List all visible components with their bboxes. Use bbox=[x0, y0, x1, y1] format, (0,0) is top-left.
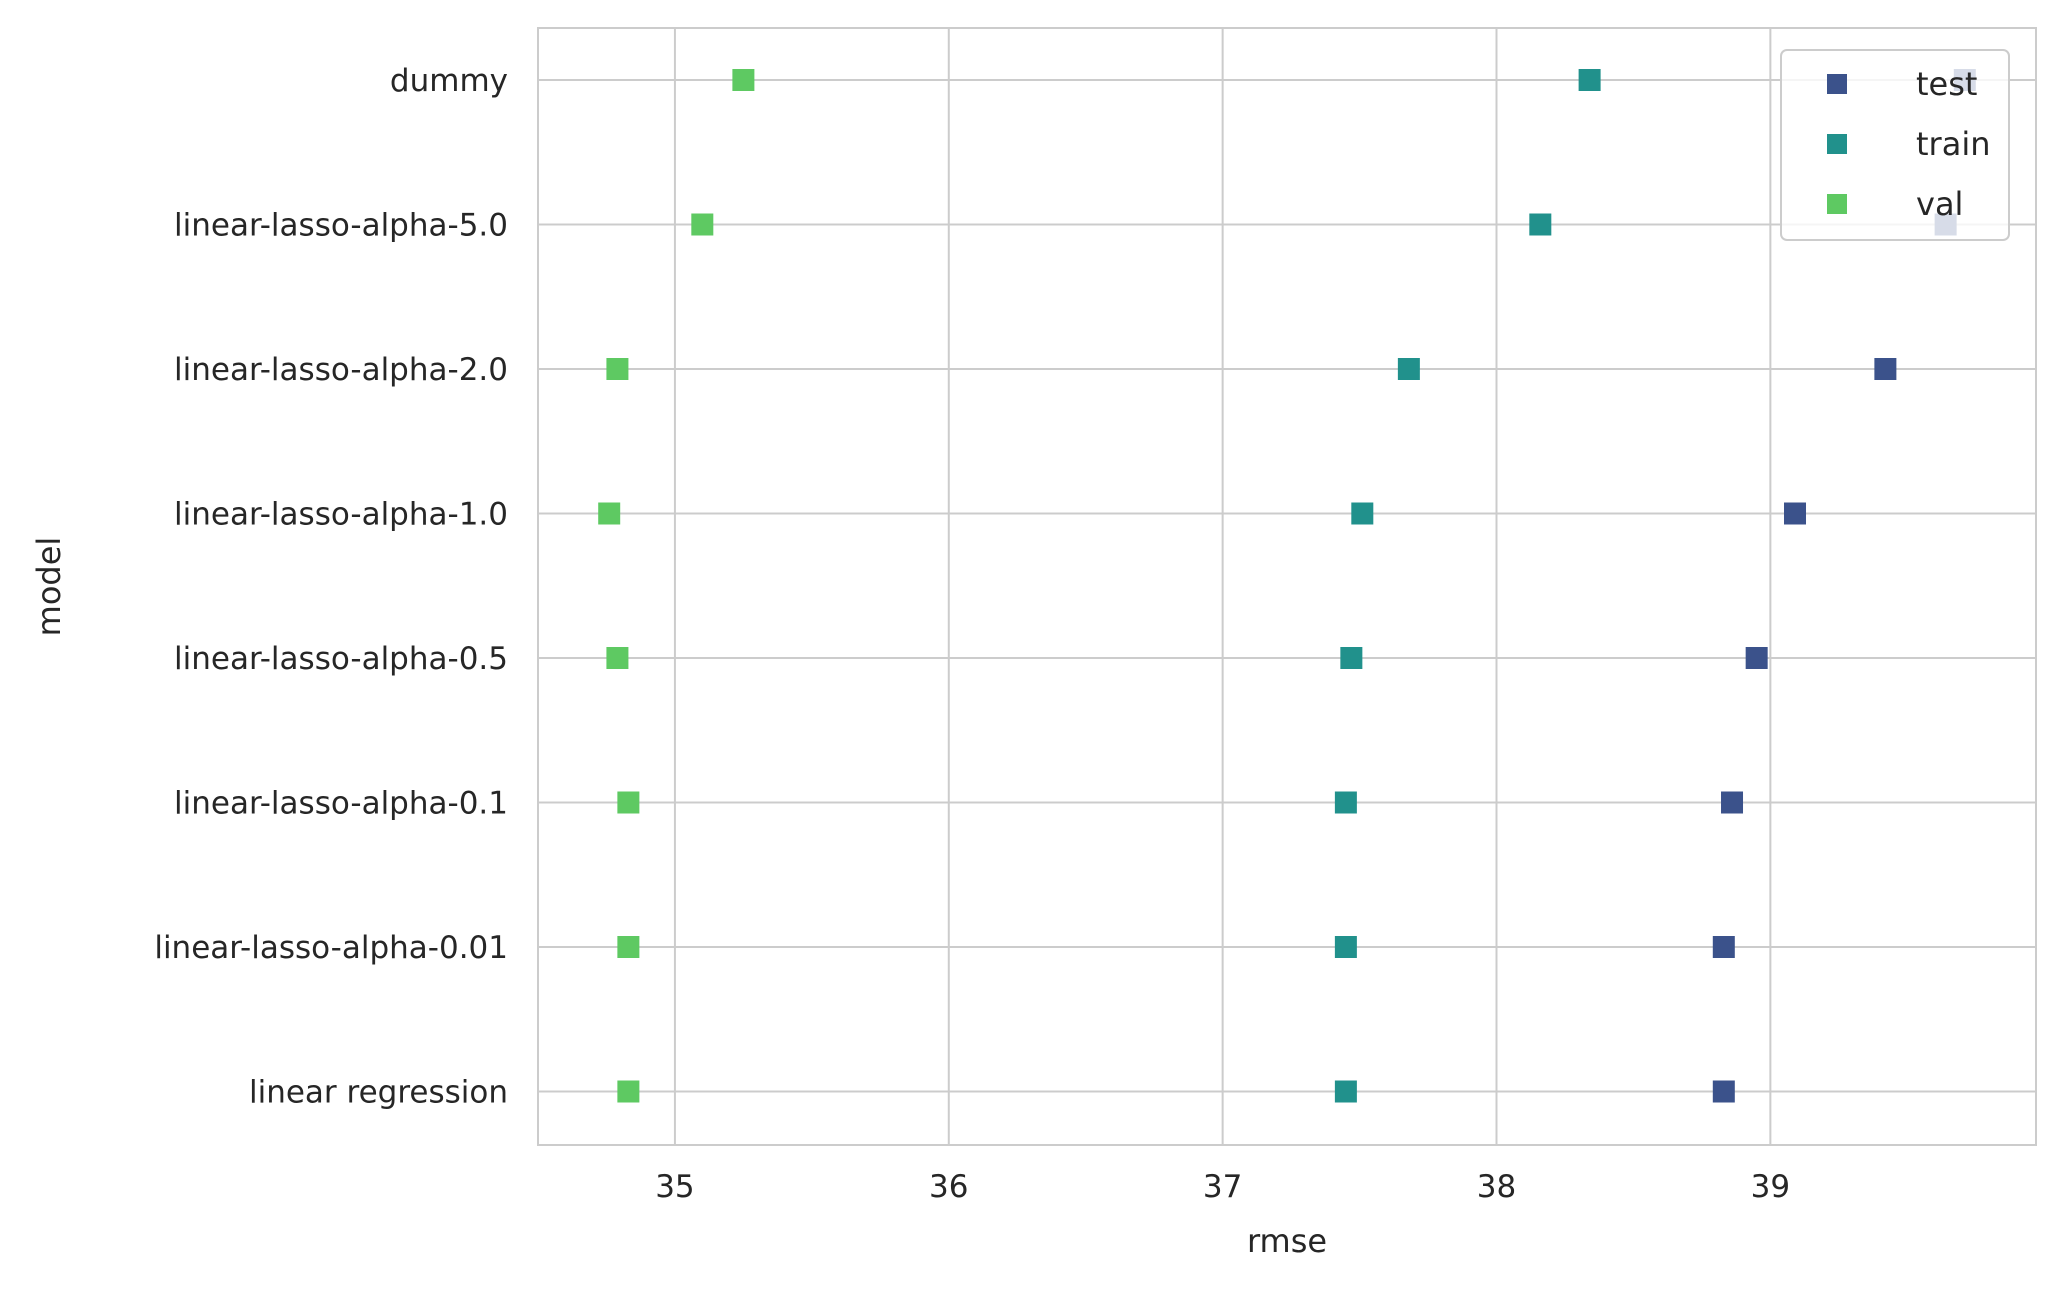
y-tick-label: linear-lasso-alpha-0.1 bbox=[174, 786, 508, 822]
legend-marker-val bbox=[1827, 194, 1847, 214]
x-axis-label: rmse bbox=[1247, 1222, 1327, 1260]
grid-lines bbox=[538, 28, 2036, 1145]
point-val bbox=[691, 213, 714, 236]
y-tick-label: linear-lasso-alpha-5.0 bbox=[174, 208, 508, 244]
legend: test train val bbox=[1780, 49, 2010, 241]
point-train bbox=[1334, 936, 1357, 958]
legend-label-test: test bbox=[1916, 65, 1977, 103]
point-val bbox=[617, 936, 640, 958]
point-test bbox=[1874, 358, 1897, 380]
y-tick-label: linear-lasso-alpha-1.0 bbox=[174, 497, 508, 533]
x-tick-label: 35 bbox=[655, 1169, 694, 1205]
y-tick-labels: dummy linear-lasso-alpha-5.0 linear-lasso-… bbox=[154, 63, 508, 1111]
point-train bbox=[1397, 358, 1420, 380]
point-test bbox=[1721, 791, 1744, 814]
point-test bbox=[1784, 502, 1807, 525]
y-tick-label: dummy bbox=[390, 63, 508, 99]
y-axis-label: model bbox=[30, 537, 68, 637]
point-test bbox=[1712, 936, 1735, 958]
point-train bbox=[1340, 647, 1363, 669]
legend-label-val: val bbox=[1916, 185, 1963, 223]
x-tick-labels: 35 36 37 38 39 bbox=[655, 1169, 1790, 1205]
point-val bbox=[598, 502, 621, 525]
legend-marker-test bbox=[1827, 74, 1847, 94]
point-val bbox=[617, 1080, 640, 1103]
x-tick-label: 39 bbox=[1751, 1169, 1790, 1205]
plot-frame bbox=[537, 27, 2037, 1146]
point-test bbox=[1745, 647, 1768, 669]
point-train bbox=[1578, 69, 1601, 91]
y-tick-label: linear-lasso-alpha-0.5 bbox=[174, 641, 508, 677]
y-tick-label: linear-lasso-alpha-0.01 bbox=[154, 930, 508, 966]
point-val bbox=[617, 791, 640, 814]
point-train bbox=[1529, 213, 1552, 236]
point-val bbox=[606, 647, 629, 669]
legend-box bbox=[1780, 49, 2010, 241]
x-tick-label: 37 bbox=[1203, 1169, 1242, 1205]
point-train bbox=[1334, 1080, 1357, 1103]
point-train bbox=[1334, 791, 1357, 814]
point-val bbox=[606, 358, 629, 380]
y-tick-label: linear-lasso-alpha-2.0 bbox=[174, 352, 508, 388]
legend-label-train: train bbox=[1916, 125, 1990, 163]
legend-marker-train bbox=[1827, 134, 1847, 154]
point-test bbox=[1712, 1080, 1735, 1103]
x-tick-label: 38 bbox=[1477, 1169, 1516, 1205]
point-val bbox=[732, 69, 755, 91]
point-train bbox=[1351, 502, 1374, 525]
x-tick-label: 36 bbox=[929, 1169, 968, 1205]
y-tick-label: linear regression bbox=[249, 1075, 508, 1111]
